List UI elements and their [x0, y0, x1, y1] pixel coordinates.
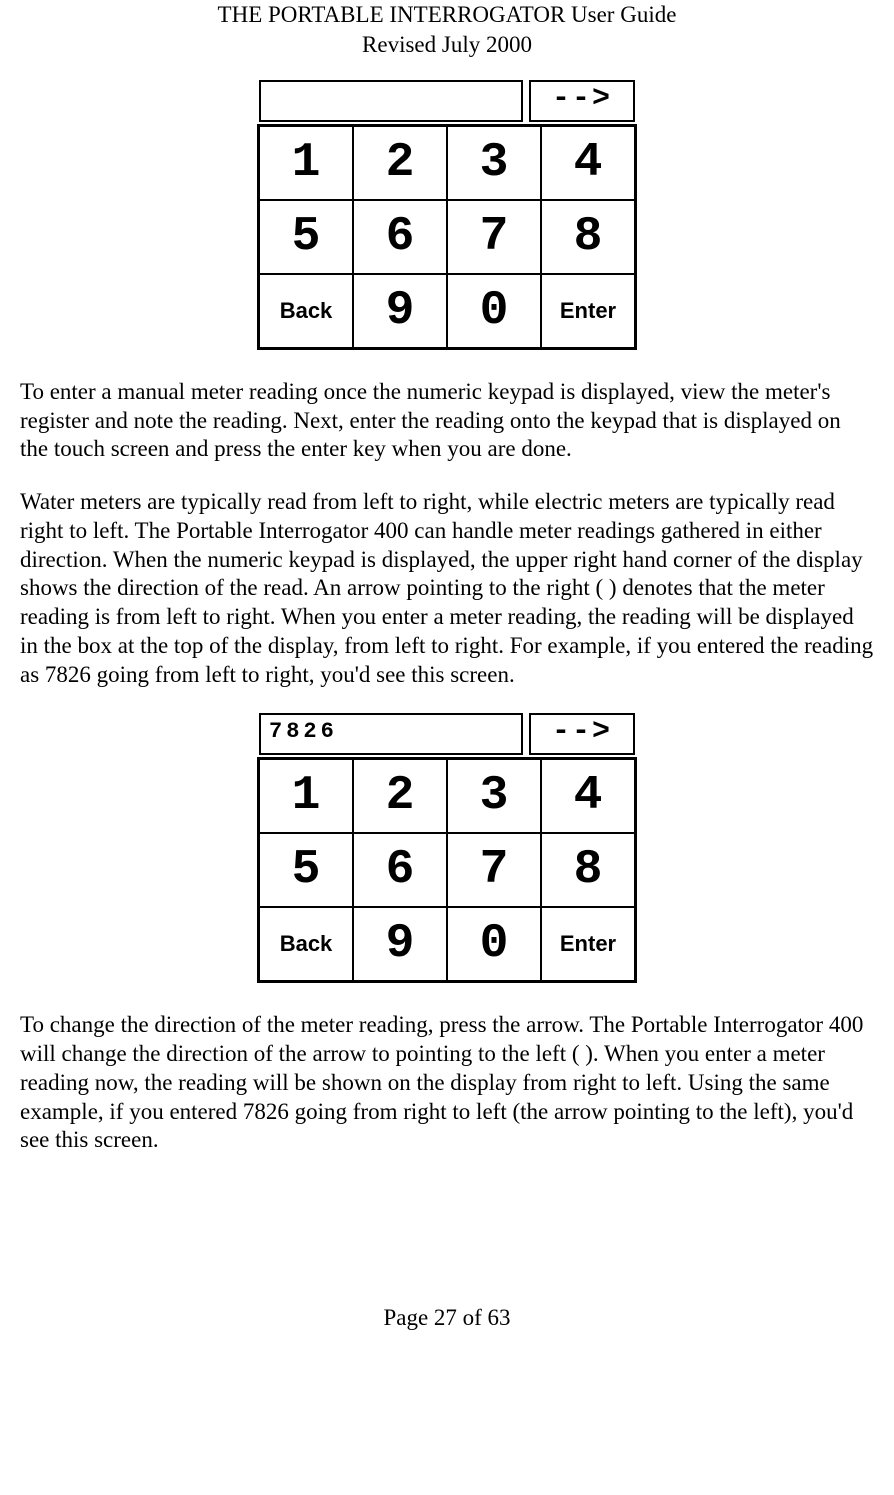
key-2[interactable]: 2 [353, 126, 447, 200]
page-header: THE PORTABLE INTERROGATOR User Guide Rev… [20, 0, 874, 60]
key-5[interactable]: 5 [259, 200, 353, 274]
keypad-1-display [259, 80, 523, 122]
key-back[interactable]: Back [259, 907, 353, 981]
header-subtitle: Revised July 2000 [20, 30, 874, 60]
key-4[interactable]: 4 [541, 759, 635, 833]
key-8[interactable]: 8 [541, 200, 635, 274]
key-enter[interactable]: Enter [541, 907, 635, 981]
key-3[interactable]: 3 [447, 126, 541, 200]
header-title: THE PORTABLE INTERROGATOR User Guide [20, 0, 874, 30]
key-2[interactable]: 2 [353, 759, 447, 833]
paragraph-1: To enter a manual meter reading once the… [20, 378, 874, 464]
key-6[interactable]: 6 [353, 833, 447, 907]
keypad-2-direction-arrow[interactable]: --> [529, 713, 635, 755]
key-0[interactable]: 0 [447, 907, 541, 981]
key-8[interactable]: 8 [541, 833, 635, 907]
key-3[interactable]: 3 [447, 759, 541, 833]
key-6[interactable]: 6 [353, 200, 447, 274]
keypad-1-direction-arrow[interactable]: --> [529, 80, 635, 122]
keypad-2: 7826 --> 1 2 3 4 5 6 7 8 Back 9 0 Enter [257, 713, 637, 983]
key-9[interactable]: 9 [353, 274, 447, 348]
key-enter[interactable]: Enter [541, 274, 635, 348]
page-footer: Page 27 of 63 [20, 1305, 874, 1331]
keypad-2-display: 7826 [259, 713, 523, 755]
key-1[interactable]: 1 [259, 759, 353, 833]
paragraph-3: To change the direction of the meter rea… [20, 1011, 874, 1155]
paragraph-2: Water meters are typically read from lef… [20, 488, 874, 689]
key-7[interactable]: 7 [447, 200, 541, 274]
key-7[interactable]: 7 [447, 833, 541, 907]
key-back[interactable]: Back [259, 274, 353, 348]
key-4[interactable]: 4 [541, 126, 635, 200]
key-1[interactable]: 1 [259, 126, 353, 200]
keypad-1: --> 1 2 3 4 5 6 7 8 Back 9 0 Enter [257, 80, 637, 350]
key-0[interactable]: 0 [447, 274, 541, 348]
key-9[interactable]: 9 [353, 907, 447, 981]
key-5[interactable]: 5 [259, 833, 353, 907]
